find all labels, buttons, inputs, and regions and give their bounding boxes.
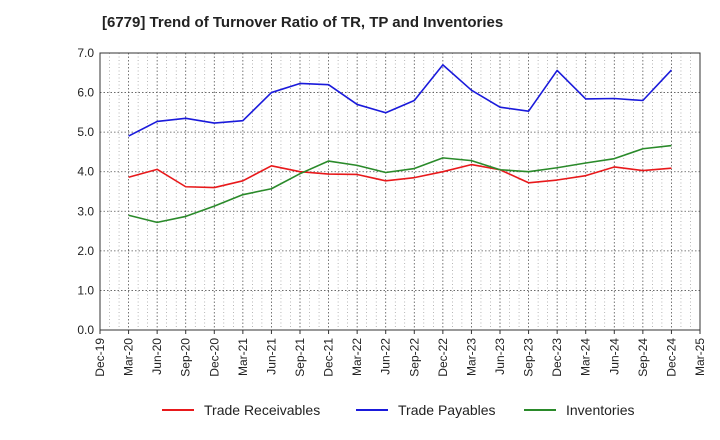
x-tick-label: Mar-21 (236, 338, 250, 376)
x-tick-label: Mar-23 (464, 338, 478, 376)
y-tick-label: 4.0 (77, 165, 94, 179)
x-tick-label: Sep-24 (636, 338, 650, 377)
x-tick-label: Dec-20 (207, 338, 221, 377)
y-tick-label: 5.0 (77, 125, 94, 139)
x-tick-label: Dec-22 (436, 338, 450, 377)
x-tick-label: Jun-23 (493, 338, 507, 375)
y-tick-label: 6.0 (77, 86, 94, 100)
x-tick-label: Dec-19 (93, 338, 107, 377)
x-tick-label: Jun-21 (264, 338, 278, 375)
legend-label: Inventories (566, 402, 634, 418)
x-tick-label: Jun-22 (379, 338, 393, 375)
legend-label: Trade Payables (398, 402, 496, 418)
x-tick-label: Dec-23 (550, 338, 564, 377)
x-tick-label: Mar-25 (693, 338, 707, 376)
x-tick-label: Mar-20 (122, 338, 136, 376)
x-tick-label: Dec-21 (322, 338, 336, 377)
x-tick-label: Dec-24 (664, 338, 678, 377)
plot-frame (99, 52, 701, 331)
x-tick-label: Sep-21 (293, 338, 307, 377)
x-tick-label: Sep-23 (522, 338, 536, 377)
x-tick-label: Mar-24 (579, 338, 593, 376)
y-tick-label: 0.0 (77, 323, 94, 337)
x-tick-label: Jun-20 (150, 338, 164, 375)
y-tick-label: 7.0 (77, 46, 94, 60)
series-line (128, 163, 672, 189)
chart-title: [6779] Trend of Turnover Ratio of TR, TP… (102, 14, 504, 31)
x-tick-label: Sep-22 (407, 338, 421, 377)
legend-label: Trade Receivables (204, 402, 320, 418)
y-tick-label: 3.0 (77, 204, 94, 218)
series-line (128, 64, 673, 137)
series-line (128, 144, 672, 224)
y-tick-label: 1.0 (77, 283, 94, 297)
x-tick-label: Jun-24 (607, 338, 621, 375)
y-tick-label: 2.0 (77, 244, 94, 258)
x-tick-label: Mar-22 (350, 338, 364, 376)
plot-area (100, 53, 700, 330)
x-tick-label: Sep-20 (179, 338, 193, 377)
